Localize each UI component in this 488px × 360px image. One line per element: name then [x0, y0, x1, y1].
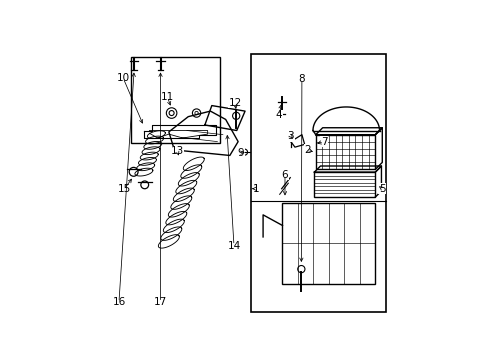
Text: 6: 6 [281, 170, 288, 180]
Text: 4: 4 [275, 110, 282, 120]
Text: 13: 13 [170, 146, 183, 156]
Text: 3: 3 [287, 131, 293, 141]
Text: 7: 7 [320, 136, 326, 147]
Text: 11: 11 [161, 92, 174, 102]
Text: 10: 10 [116, 73, 129, 83]
Text: 16: 16 [112, 297, 125, 307]
Text: 5: 5 [378, 184, 385, 194]
Bar [282, 203, 375, 284]
Text: 17: 17 [154, 297, 167, 307]
Text: 8: 8 [298, 74, 305, 84]
Text: 14: 14 [227, 240, 240, 251]
Text: 1: 1 [252, 184, 259, 194]
Bar [315, 135, 375, 169]
Bar [131, 57, 220, 143]
Text: 9: 9 [237, 148, 244, 158]
Bar [250, 54, 386, 312]
Text: 12: 12 [228, 98, 242, 108]
Text: 15: 15 [118, 184, 131, 194]
Bar [314, 172, 375, 197]
Text: 2: 2 [304, 145, 310, 155]
